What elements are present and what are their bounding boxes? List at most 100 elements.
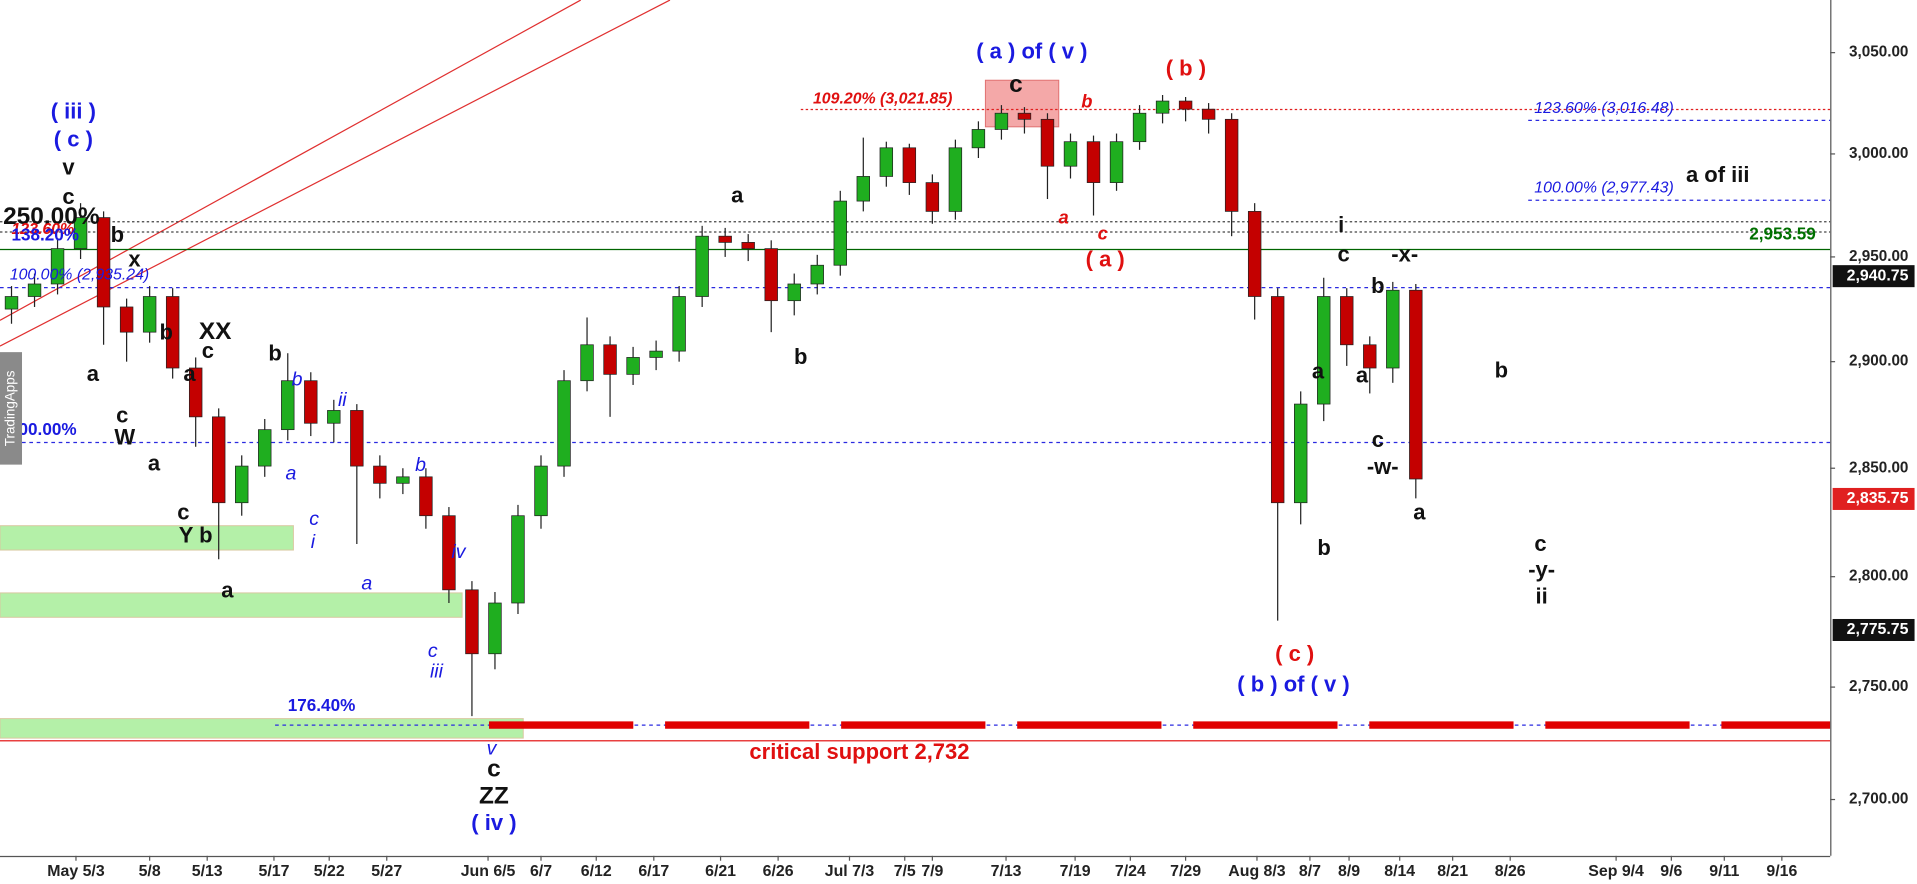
annotation: v — [62, 155, 75, 180]
zone — [0, 718, 524, 739]
zone — [0, 592, 463, 618]
candle-body — [557, 380, 571, 467]
candle-body — [1109, 141, 1124, 183]
annotation: ( b ) — [1166, 56, 1206, 81]
x-tick-label: 7/29 — [1170, 863, 1201, 880]
y-tick-label: 2,750.00 — [1849, 678, 1908, 695]
candle-body — [695, 235, 709, 297]
candle-body — [373, 465, 387, 484]
annotation: ( iii ) — [51, 98, 96, 123]
x-tick-label: 5/13 — [192, 863, 223, 880]
candle-body — [1247, 211, 1262, 297]
annotation: c — [202, 338, 214, 363]
x-tick-label: 5/27 — [371, 863, 402, 880]
candle-body — [879, 147, 894, 177]
price-tag-label: 2,835.75 — [1847, 490, 1909, 507]
annotation: 176.40% — [288, 696, 356, 715]
x-tick-label: 6/17 — [638, 863, 669, 880]
annotation: -w- — [1367, 454, 1399, 479]
zones — [0, 79, 1060, 739]
y-tick-label: 2,900.00 — [1849, 353, 1908, 370]
annotation: c — [428, 640, 438, 662]
candle-body — [1224, 118, 1239, 212]
candle-body — [96, 217, 111, 308]
candles — [4, 94, 1423, 717]
annotation: c — [177, 499, 189, 524]
candle-body — [396, 476, 410, 484]
annotation: i — [311, 531, 316, 553]
annotation: a — [148, 450, 161, 475]
candle-body — [1086, 141, 1101, 183]
candle-body — [787, 283, 801, 302]
annotation: Y b — [179, 523, 213, 548]
y-tick-label: 2,800.00 — [1849, 568, 1908, 585]
candle-body — [488, 602, 502, 655]
candle-body — [741, 242, 755, 249]
x-tick-label: 8/21 — [1437, 863, 1468, 880]
x-tick-label: Jul 7/3 — [825, 863, 875, 880]
x-tick-label: Jun 6/5 — [461, 863, 516, 880]
y-tick-label: 2,950.00 — [1849, 248, 1908, 265]
annotation: critical support 2,732 — [749, 739, 969, 764]
annotation: a — [87, 361, 100, 386]
annotation: a — [1312, 359, 1325, 384]
candle-body — [948, 147, 963, 212]
candle-body — [27, 283, 42, 297]
candle-body — [281, 380, 295, 431]
watermark: TradingApps — [3, 370, 18, 446]
candle-body — [764, 248, 778, 302]
x-tick-label: 5/22 — [314, 863, 345, 880]
annotation: c — [116, 403, 128, 428]
candle-body — [4, 296, 19, 310]
candle-body — [1017, 112, 1032, 120]
candle-body — [902, 147, 917, 183]
candle-body — [327, 410, 341, 424]
annotation: 100.00% (2,977.43) — [1534, 180, 1673, 197]
candle-body — [212, 416, 226, 504]
candle-body — [580, 344, 594, 382]
annotation: ( b ) of ( v ) — [1237, 672, 1349, 697]
candle-body — [350, 410, 364, 467]
x-tick-label: May 5/3 — [47, 863, 105, 880]
y-tick-label: 3,000.00 — [1849, 145, 1908, 162]
time-axis-panel — [0, 855, 1917, 884]
candle-body — [1409, 289, 1423, 480]
candle-body — [1294, 403, 1308, 504]
candle-body — [534, 465, 548, 517]
price-axis-panel — [1830, 0, 1917, 884]
annotation: a of iii — [1686, 162, 1750, 187]
trend-line — [0, 0, 582, 321]
price-tag — [1832, 618, 1915, 641]
zone — [0, 525, 294, 551]
candle-body — [649, 350, 663, 358]
annotation: b — [268, 340, 281, 365]
annotation: -y- — [1528, 557, 1555, 582]
annotation: b — [1495, 358, 1508, 383]
annotation: ii — [1536, 584, 1548, 609]
annotation: a — [286, 463, 297, 485]
candle-body — [1178, 100, 1193, 110]
candle-body — [419, 476, 433, 517]
annotation: W — [114, 425, 135, 450]
x-tick-label: 8/7 — [1299, 863, 1321, 880]
candle-body — [1040, 118, 1055, 167]
annotation: v — [487, 738, 498, 760]
annotation: a — [1413, 499, 1426, 524]
annotation: iv — [451, 541, 466, 563]
candle-body — [1155, 100, 1170, 114]
x-tick-label: 8/9 — [1338, 863, 1360, 880]
annotation: ( iv ) — [471, 810, 516, 835]
candle-body — [119, 306, 134, 333]
annotation: 138.20% — [11, 226, 79, 245]
x-tick-label: 8/14 — [1384, 863, 1415, 880]
annotation: c — [309, 508, 319, 530]
x-tick-label: 9/16 — [1766, 863, 1797, 880]
annotation: b — [1081, 91, 1092, 112]
annotation: b — [292, 368, 303, 390]
price-tag — [1832, 487, 1915, 510]
annotation: -x- — [1391, 241, 1418, 266]
annotation: iii — [430, 661, 444, 683]
annotation: b — [160, 320, 173, 345]
